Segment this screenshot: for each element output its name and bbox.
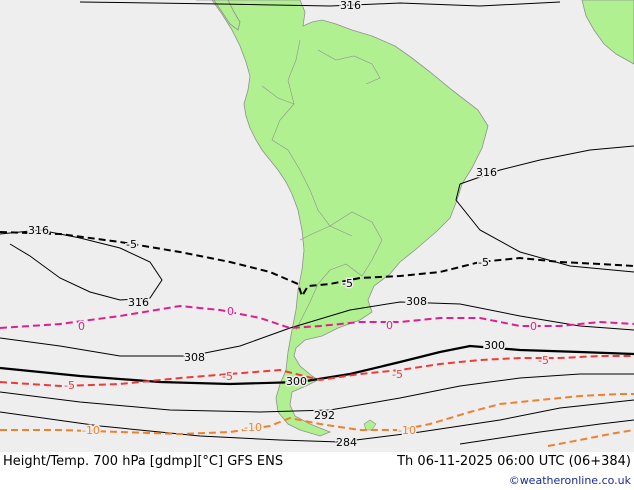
country-borders bbox=[261, 39, 383, 331]
map-canvas: 316 316 316 316 308 308 300 300 292 284 … bbox=[0, 0, 634, 452]
label-292: 292 bbox=[314, 409, 335, 422]
contour-276 bbox=[459, 419, 634, 445]
label-316-east: 316 bbox=[476, 166, 497, 179]
temperature-minus10-line bbox=[0, 393, 634, 447]
label-temp-minus5-east: -5 bbox=[478, 256, 489, 269]
label-temp-minus5-west: -5 bbox=[126, 238, 137, 251]
label-temp-0-mid: 0 bbox=[227, 305, 234, 318]
temperature-0-line bbox=[0, 304, 634, 330]
label-temp-0-east2: 0 bbox=[530, 320, 537, 333]
label-284: 284 bbox=[336, 436, 357, 449]
label-316-west: 316 bbox=[28, 224, 49, 237]
label-temp-minus5-andes: -5 bbox=[342, 277, 353, 290]
contour-labels: 316 316 316 316 308 308 300 300 292 284 … bbox=[27, 0, 551, 451]
label-temp-m5-east2: -5 bbox=[538, 354, 549, 367]
south-america-landmass bbox=[211, 0, 489, 437]
label-300-east: 300 bbox=[484, 339, 505, 352]
valid-time: Th 06-11-2025 06:00 UTC (06+384) bbox=[397, 454, 631, 469]
label-temp-m5-west: -5 bbox=[64, 379, 75, 392]
map-title: Height/Temp. 700 hPa [gdmp][°C] GFS ENS bbox=[3, 454, 284, 469]
contour-292 bbox=[0, 373, 634, 413]
contour-316-west bbox=[0, 229, 163, 301]
label-temp-m10-east: -10 bbox=[398, 424, 416, 437]
contour-308 bbox=[0, 301, 634, 357]
temperature-minus5-line bbox=[0, 355, 634, 388]
label-temp-0-east: 0 bbox=[386, 319, 393, 332]
label-temp-0-west: 0 bbox=[78, 320, 85, 333]
contour-316-east-loop bbox=[455, 183, 634, 273]
contour-316-east bbox=[459, 145, 634, 185]
label-300-mid: 300 bbox=[286, 375, 307, 388]
label-temp-m10-mid: -10 bbox=[244, 421, 262, 434]
temperature-5-line bbox=[0, 231, 634, 299]
contour-316-top bbox=[79, 1, 561, 7]
label-temp-m10-west: -10 bbox=[82, 424, 100, 437]
africa-landmass-corner bbox=[581, 0, 634, 65]
label-316-top: 316 bbox=[340, 0, 361, 12]
label-308-east: 308 bbox=[406, 295, 427, 308]
label-308-west: 308 bbox=[184, 351, 205, 364]
site-credit[interactable]: ©weatheronline.co.uk bbox=[508, 474, 631, 487]
label-temp-m5-east: -5 bbox=[392, 368, 403, 381]
label-temp-m5-mid: -5 bbox=[222, 370, 233, 383]
contour-284 bbox=[0, 399, 634, 443]
label-316-west-low: 316 bbox=[128, 296, 149, 309]
height-contours bbox=[0, 1, 634, 445]
